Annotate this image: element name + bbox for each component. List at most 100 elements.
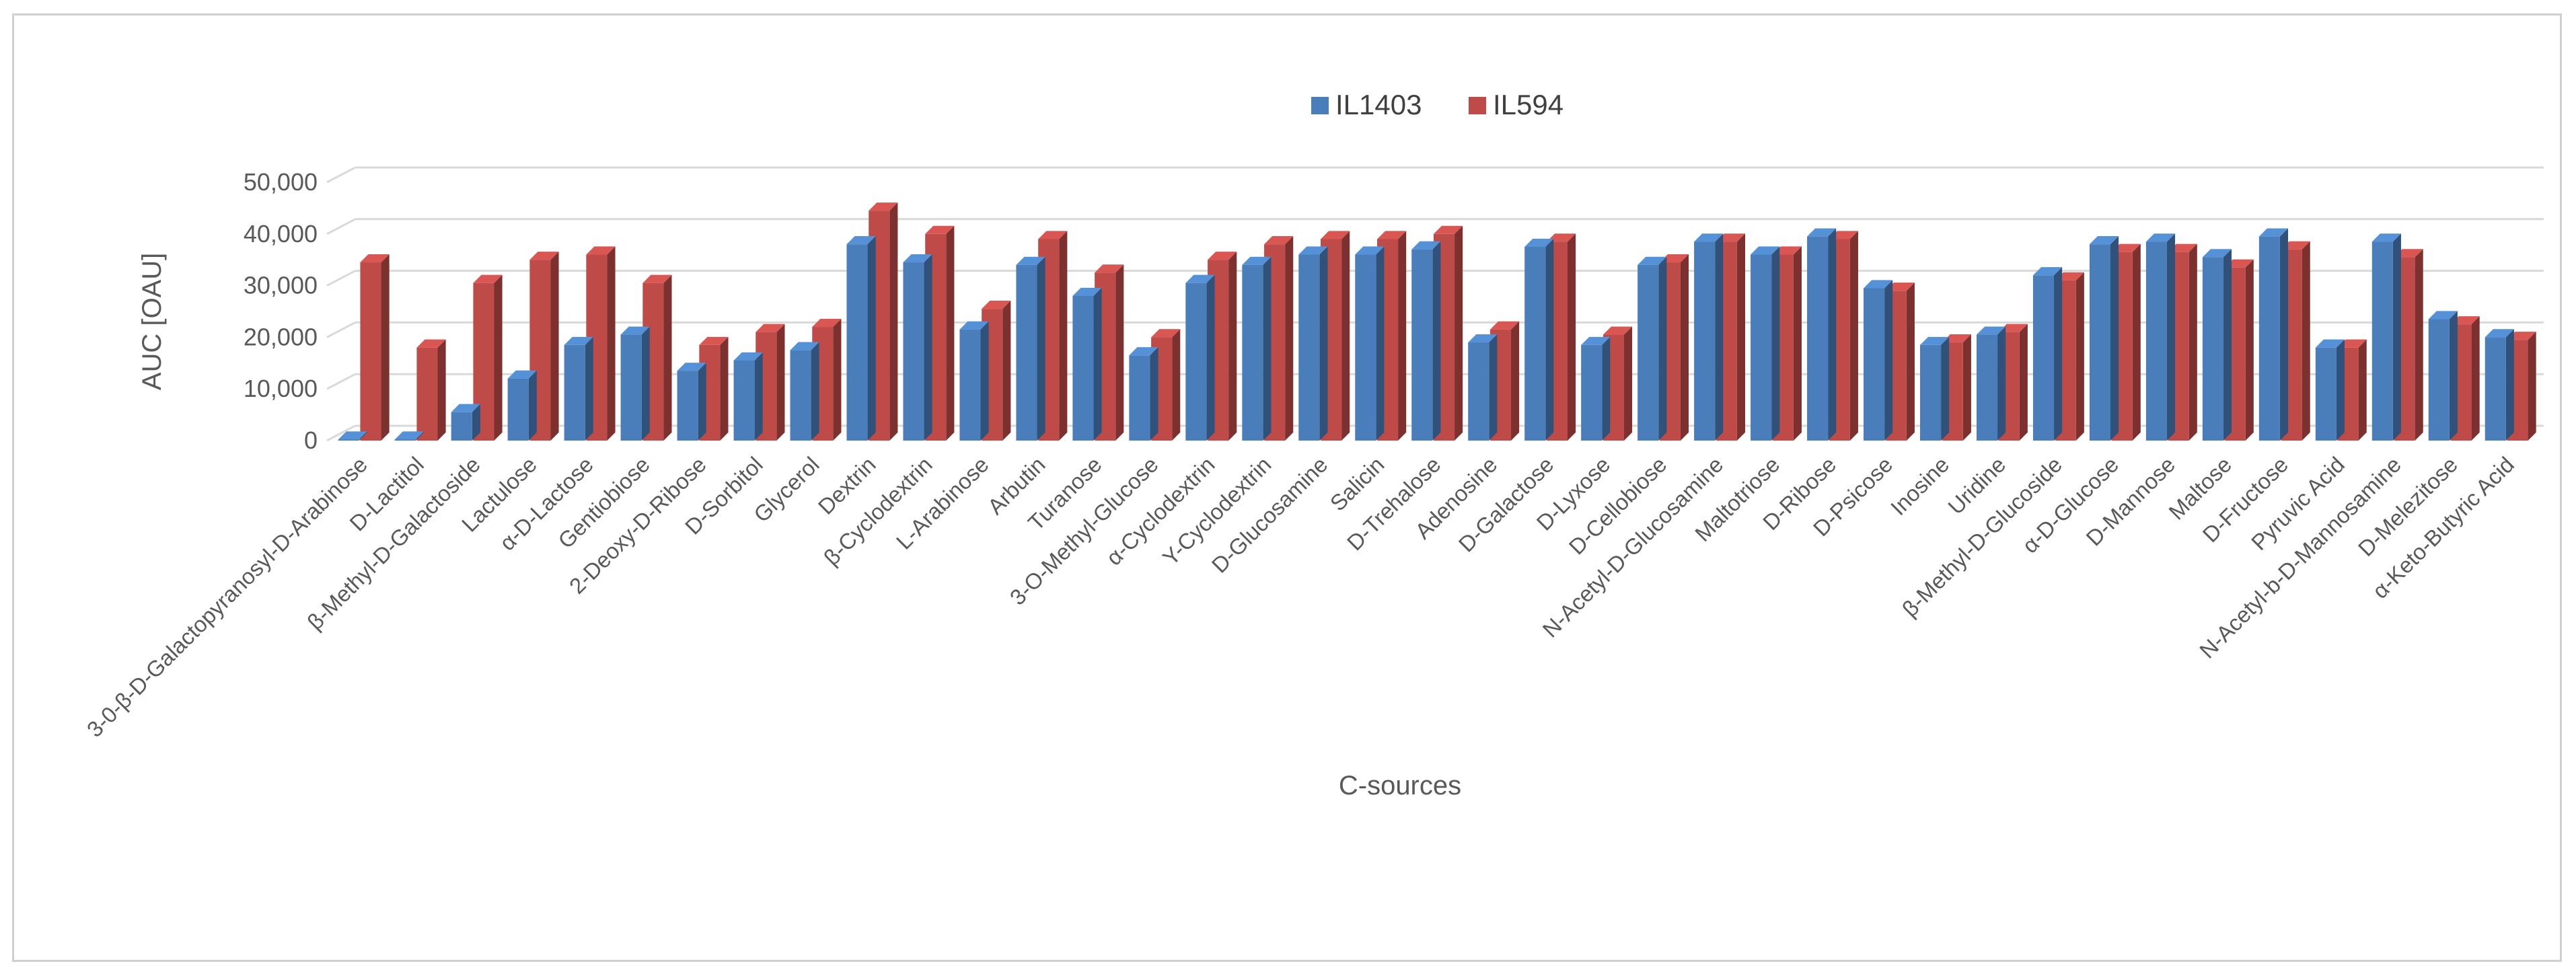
bar-side — [2110, 236, 2119, 441]
bar-front — [903, 262, 924, 441]
bar-side — [1059, 231, 1068, 441]
bar-top — [677, 363, 706, 371]
gridline-diag — [326, 218, 356, 235]
x-tick-d-cellobiose: D-Cellobiose — [1564, 452, 1672, 560]
bar-top — [394, 431, 424, 440]
bar-il1403-y-cyclodextrin — [1242, 256, 1272, 441]
bar-il1403-d-glucose — [2089, 236, 2119, 441]
bar-side — [641, 326, 650, 441]
bar-front — [677, 371, 698, 441]
bar-front — [1072, 295, 1094, 441]
bar-il1403-gentiobiose — [620, 326, 650, 441]
bar-il1403-d-sorbitol — [733, 352, 763, 441]
bar-il1403-d-psicose — [1864, 280, 1893, 441]
bar-front — [1242, 264, 1263, 441]
bar-top — [812, 318, 842, 328]
bar-top — [2168, 243, 2197, 252]
bar-side — [607, 246, 616, 441]
bar-top — [2337, 339, 2367, 348]
bar-side — [1376, 246, 1385, 441]
bar-side — [2392, 233, 2401, 441]
bars — [338, 202, 2536, 441]
bar-top — [1298, 246, 1328, 255]
bar-top — [1524, 238, 1554, 247]
bar-side — [494, 274, 503, 441]
bar-front — [1976, 334, 1998, 441]
bar-il1403-2-deoxy-d-ribose — [677, 363, 706, 441]
bar-top — [1920, 336, 1950, 345]
bar-front — [2258, 236, 2280, 441]
bar-side — [1285, 236, 1294, 441]
legend-label-il594: IL594 — [1493, 89, 1563, 120]
bar-top — [2202, 249, 2232, 258]
bar-top — [1716, 233, 1746, 242]
bar-side — [1793, 246, 1802, 441]
bar-front — [1185, 283, 1207, 441]
bar-top — [2281, 241, 2310, 250]
bar-front — [733, 360, 755, 441]
bar-side — [472, 404, 480, 441]
bar-top — [1885, 283, 1915, 291]
bar-side — [1511, 321, 1520, 441]
chart-frame: 0 10,000 20,000 30,000 40,000 50,000 3-0-β-D-… — [12, 13, 2562, 962]
bar-il1403-n-acetyl-b-d-mannosamine — [2371, 233, 2401, 441]
bar-top — [2507, 332, 2536, 340]
bar-front — [2485, 337, 2506, 441]
bar-side — [2075, 272, 2084, 441]
bar-il1403-cyclodextrin — [1185, 274, 1215, 441]
bar-side — [1962, 334, 1971, 441]
bar-side — [2188, 243, 2197, 441]
bar-top — [2450, 316, 2480, 325]
bar-il594-maltose — [2224, 259, 2254, 441]
bar-front — [1468, 342, 1489, 441]
bar-front — [846, 244, 868, 441]
bar-front — [394, 439, 416, 441]
bar-side — [2505, 329, 2514, 441]
bar-side — [1568, 233, 1576, 441]
bar-top — [1468, 334, 1498, 343]
bar-il594-lactulose — [529, 252, 559, 441]
bar-top — [1151, 329, 1181, 338]
bar-top — [2111, 243, 2141, 252]
bar-top — [2089, 236, 2119, 245]
bar-il1403-d-trehalose — [1411, 241, 1441, 441]
bar-il1403-d-lactose — [564, 336, 593, 441]
bar-side — [1432, 241, 1441, 441]
bar-top — [529, 252, 559, 260]
bar-side — [1398, 231, 1407, 441]
legend-swatch-il1403 — [1311, 97, 1329, 114]
bar-side — [2245, 259, 2254, 441]
bar-side — [2471, 316, 2480, 441]
bar-front — [959, 329, 981, 441]
bar-il1403-maltose — [2202, 249, 2232, 441]
bar-top — [1864, 280, 1893, 289]
bar-side — [1997, 326, 2006, 441]
bar-top — [1072, 287, 1102, 296]
bar-il1403-d-ribose — [1807, 228, 1837, 441]
bar-il1403-n-acetyl-d-glucosamine — [1694, 233, 1724, 441]
bar-side — [1172, 329, 1181, 441]
bar-side — [1206, 274, 1215, 441]
bar-top — [1694, 233, 1724, 242]
x-axis-ticks: 3-0-β-D-Galactopyranosyl-D-ArabinoseD-La… — [82, 452, 2519, 742]
bar-top — [360, 254, 390, 263]
bar-front — [1129, 355, 1150, 441]
bar-side — [1906, 283, 1915, 441]
bar-top — [959, 321, 989, 330]
bar-top — [903, 254, 932, 263]
bar-side — [946, 225, 955, 441]
bar-side — [1715, 233, 1724, 441]
bar-top — [2371, 233, 2401, 242]
bar-side — [1319, 246, 1328, 441]
bar-top — [1016, 256, 1045, 265]
bar-il1403-methyl-d-galactoside — [451, 404, 480, 441]
bar-il1403-adenosine — [1468, 334, 1498, 441]
bar-top — [2258, 228, 2289, 237]
bar-front — [338, 439, 359, 441]
gridline-diag — [326, 373, 356, 390]
bar-side — [359, 431, 367, 441]
gridline-diag — [326, 166, 356, 184]
bar-front — [2428, 319, 2450, 441]
bar-top — [1377, 231, 1407, 239]
bar-side — [1093, 287, 1102, 441]
